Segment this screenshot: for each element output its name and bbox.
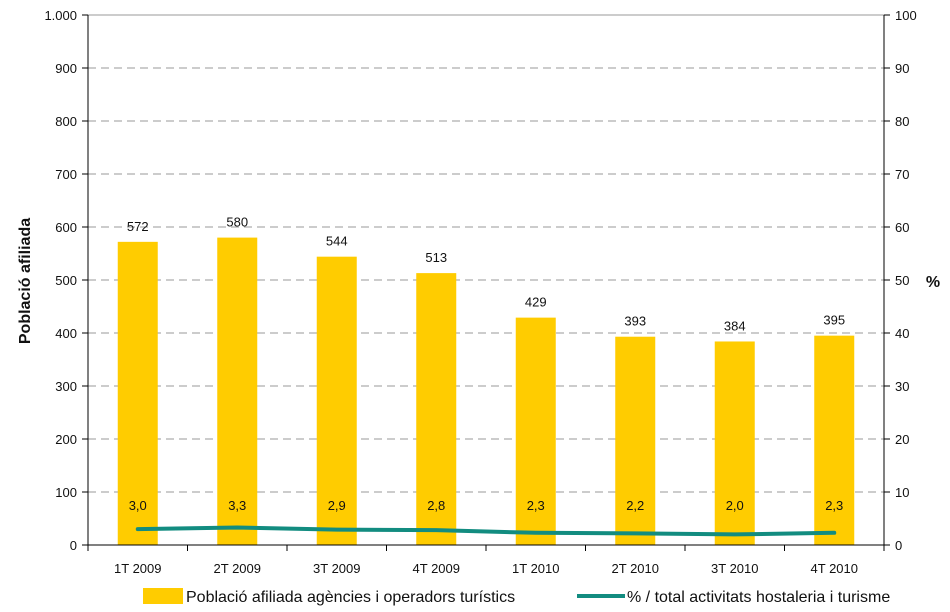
- x-tick-label: 1T 2010: [512, 561, 559, 576]
- line-series: [135, 525, 837, 537]
- tick-labels: 0 100 200 300 400 500 600 700 800 900 1.000 0 10 20 30…: [44, 8, 916, 576]
- bar-series: [117, 237, 855, 545]
- line-point: [734, 533, 736, 535]
- bar: [316, 256, 357, 545]
- x-tick-label: 2T 2010: [612, 561, 659, 576]
- y2-tick-label: 80: [895, 114, 909, 129]
- bar: [515, 317, 556, 545]
- x-tick-label: 3T 2010: [711, 561, 758, 576]
- legend: Població afiliada agències i operadors t…: [143, 588, 890, 606]
- line-value-label: 2,3: [527, 498, 545, 513]
- bar-value-label: 393: [624, 314, 646, 329]
- data-labels: 572 580 544 513 429 393 384 395 3,0 3,3 2,9 2,8 2,3 2…: [127, 215, 845, 513]
- line-point: [833, 532, 835, 534]
- y-tick-label: 900: [55, 61, 77, 76]
- x-tick-label: 1T 2009: [114, 561, 161, 576]
- legend-label-bar: Població afiliada agències i operadors t…: [186, 589, 515, 606]
- legend-swatch-bar: [143, 588, 183, 604]
- gridlines: [88, 14, 884, 493]
- y2-tick-label: 60: [895, 220, 909, 235]
- y-tick-label: 500: [55, 273, 77, 288]
- bar-value-label: 384: [724, 318, 746, 333]
- line-point: [634, 532, 636, 534]
- y-tick-label: 300: [55, 379, 77, 394]
- line-value-label: 2,8: [427, 498, 445, 513]
- y2-axis-title: %: [926, 274, 940, 291]
- y2-tick-label: 30: [895, 379, 909, 394]
- y-tick-label: 400: [55, 326, 77, 341]
- bar-value-label: 513: [425, 250, 447, 265]
- line-path: [135, 525, 837, 537]
- y-tick-label: 200: [55, 432, 77, 447]
- x-tick-label: 3T 2009: [313, 561, 360, 576]
- line-point: [535, 532, 537, 534]
- line-value-label: 2,0: [726, 498, 744, 513]
- bar-value-label: 429: [525, 295, 547, 310]
- y2-tick-label: 10: [895, 485, 909, 500]
- line-value-label: 2,3: [825, 498, 843, 513]
- y-tick-label: 0: [70, 538, 77, 553]
- y-tick-label: 800: [55, 114, 77, 129]
- x-tick-label: 2T 2009: [214, 561, 261, 576]
- bar: [714, 341, 755, 545]
- y2-tick-label: 40: [895, 326, 909, 341]
- y2-tick-label: 0: [895, 538, 902, 553]
- axes: [82, 14, 890, 551]
- line-value-label: 3,0: [129, 498, 147, 513]
- bar-value-label: 544: [326, 234, 348, 249]
- bar-value-label: 395: [823, 313, 845, 328]
- x-tick-label: 4T 2010: [811, 561, 858, 576]
- line-point: [236, 527, 238, 529]
- line-point: [435, 529, 437, 531]
- line-point: [137, 528, 139, 530]
- x-tick-label: 4T 2009: [413, 561, 460, 576]
- line-value-label: 2,9: [328, 498, 346, 513]
- y-tick-label: 100: [55, 485, 77, 500]
- legend-label-line: % / total activitats hostaleria i turism…: [627, 589, 890, 606]
- y2-tick-label: 100: [895, 8, 917, 23]
- bar: [217, 237, 258, 545]
- y-tick-label: 700: [55, 167, 77, 182]
- y2-tick-label: 20: [895, 432, 909, 447]
- line-value-label: 3,3: [228, 498, 246, 513]
- line-value-label: 2,2: [626, 498, 644, 513]
- y2-tick-label: 90: [895, 61, 909, 76]
- y2-tick-label: 70: [895, 167, 909, 182]
- y-tick-label: 1.000: [44, 8, 77, 23]
- bar: [814, 335, 855, 545]
- y-tick-label: 600: [55, 220, 77, 235]
- bar: [615, 336, 656, 545]
- line-point: [336, 529, 338, 531]
- bar: [117, 241, 158, 545]
- y-axis-title: Població afiliada: [17, 218, 34, 344]
- bar: [416, 273, 457, 545]
- y2-tick-label: 50: [895, 273, 909, 288]
- bar-value-label: 580: [226, 215, 248, 230]
- bar-value-label: 572: [127, 219, 149, 234]
